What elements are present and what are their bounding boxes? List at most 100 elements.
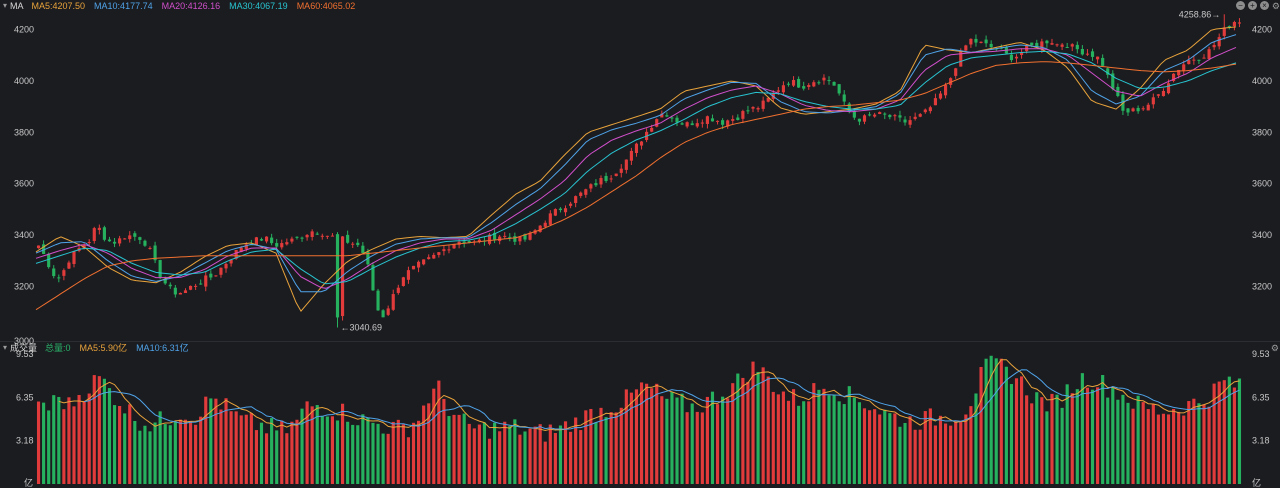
collapse-price-icon[interactable]: ▾ (2, 1, 7, 10)
volume-bar (219, 409, 223, 484)
volume-tick-right: 6.35 (1252, 392, 1270, 402)
volume-bar (1217, 381, 1221, 484)
volume-bar (913, 429, 917, 484)
high-marker: 4258.86→ (1179, 9, 1221, 19)
close-icon[interactable]: × (1259, 1, 1269, 10)
candle-body (857, 118, 861, 122)
candle-body (832, 81, 836, 86)
volume-bar (736, 373, 740, 484)
volume-bar (92, 375, 96, 484)
volume-bar (634, 389, 639, 484)
volume-bar (498, 431, 502, 484)
candle-body (411, 265, 416, 270)
candle-body (194, 285, 198, 287)
candle-body (776, 90, 780, 92)
volume-bar (548, 424, 552, 484)
candle-body (984, 39, 988, 44)
volume-bar (199, 416, 203, 484)
candle-body (943, 84, 948, 96)
volume-bar (52, 395, 56, 484)
volume-bar (209, 398, 213, 484)
candle-body (1030, 42, 1034, 46)
candle-body (629, 150, 633, 161)
volume-bar (943, 423, 948, 484)
candle-body (123, 238, 127, 240)
volume-bar (1161, 413, 1166, 484)
candle-body (1207, 49, 1211, 59)
volume-bar (685, 412, 689, 484)
volume-gear-icon[interactable]: ⚙ (1270, 343, 1279, 353)
volume-bar (1146, 409, 1150, 484)
volume-bar (493, 422, 497, 484)
volume-bar (619, 407, 623, 484)
volume-bar (391, 421, 395, 484)
candle-body (335, 234, 340, 318)
candle-body (214, 275, 218, 277)
volume-bar (1172, 408, 1176, 484)
volume-bar (36, 401, 41, 484)
candle-body (477, 239, 481, 243)
price-tick-left: 4000 (14, 76, 34, 86)
volume-bar (1222, 380, 1226, 484)
candle-body (1177, 69, 1181, 76)
candle-body (852, 111, 856, 118)
candle-body (437, 252, 441, 255)
candle-body (949, 78, 953, 85)
volume-bar (1014, 378, 1019, 484)
candle-body (731, 119, 735, 121)
candle-body (467, 240, 471, 243)
candle-body (797, 78, 801, 88)
candle-body (346, 234, 350, 243)
price-tick-left: 3400 (14, 230, 34, 240)
volume-tick-left: 3.18 (16, 436, 34, 446)
candle-body (989, 43, 993, 48)
volume-bar (158, 411, 162, 484)
volume-bar (680, 393, 684, 484)
candle-body (660, 113, 664, 118)
volume-bar (933, 425, 938, 484)
volume-bar (234, 411, 238, 484)
volume-bar (629, 392, 633, 484)
candle-body (280, 243, 284, 248)
candle-body (781, 85, 785, 93)
volume-bar (969, 406, 973, 484)
volume-bar (452, 414, 456, 484)
candle-body (1126, 108, 1130, 113)
candle-body (903, 119, 907, 123)
candle-body (883, 113, 887, 115)
candle-body (1055, 44, 1059, 46)
price-tick-left: 3600 (14, 179, 34, 189)
volume-bar (381, 433, 385, 484)
volume-bar (1227, 376, 1231, 484)
minimize-icon[interactable]: − (1235, 1, 1245, 10)
volume-bar (878, 414, 882, 484)
volume-bar (721, 396, 725, 484)
volume-bar (280, 420, 284, 484)
candle-body (513, 236, 517, 242)
candle-body (878, 112, 882, 115)
gear-icon[interactable]: ⚙ (1271, 1, 1280, 11)
volume-bar (340, 403, 345, 484)
collapse-volume-icon[interactable]: ▾ (2, 343, 7, 352)
candle-body (244, 244, 248, 249)
candle-body (1227, 26, 1231, 28)
candle-body (224, 263, 228, 269)
volume-bar (543, 441, 547, 484)
candle-body (842, 94, 846, 102)
volume-bar (650, 388, 654, 484)
volume-bar (1207, 406, 1211, 484)
volume-bar (128, 404, 132, 484)
candle-body (569, 203, 573, 206)
volume-bar (249, 413, 253, 484)
volume-bar (239, 415, 243, 484)
volume-bar (1055, 394, 1059, 484)
add-indicator-icon[interactable]: + (1247, 1, 1257, 10)
volume-bar (295, 419, 299, 484)
candle-body (862, 115, 867, 122)
volume-unit-right: 亿 (1252, 477, 1261, 488)
candle-body (188, 285, 193, 290)
volume-bar (406, 437, 411, 484)
volume-bar (599, 407, 603, 484)
total-volume-label: 总量:0 (45, 343, 71, 353)
candle-body (1090, 51, 1095, 57)
